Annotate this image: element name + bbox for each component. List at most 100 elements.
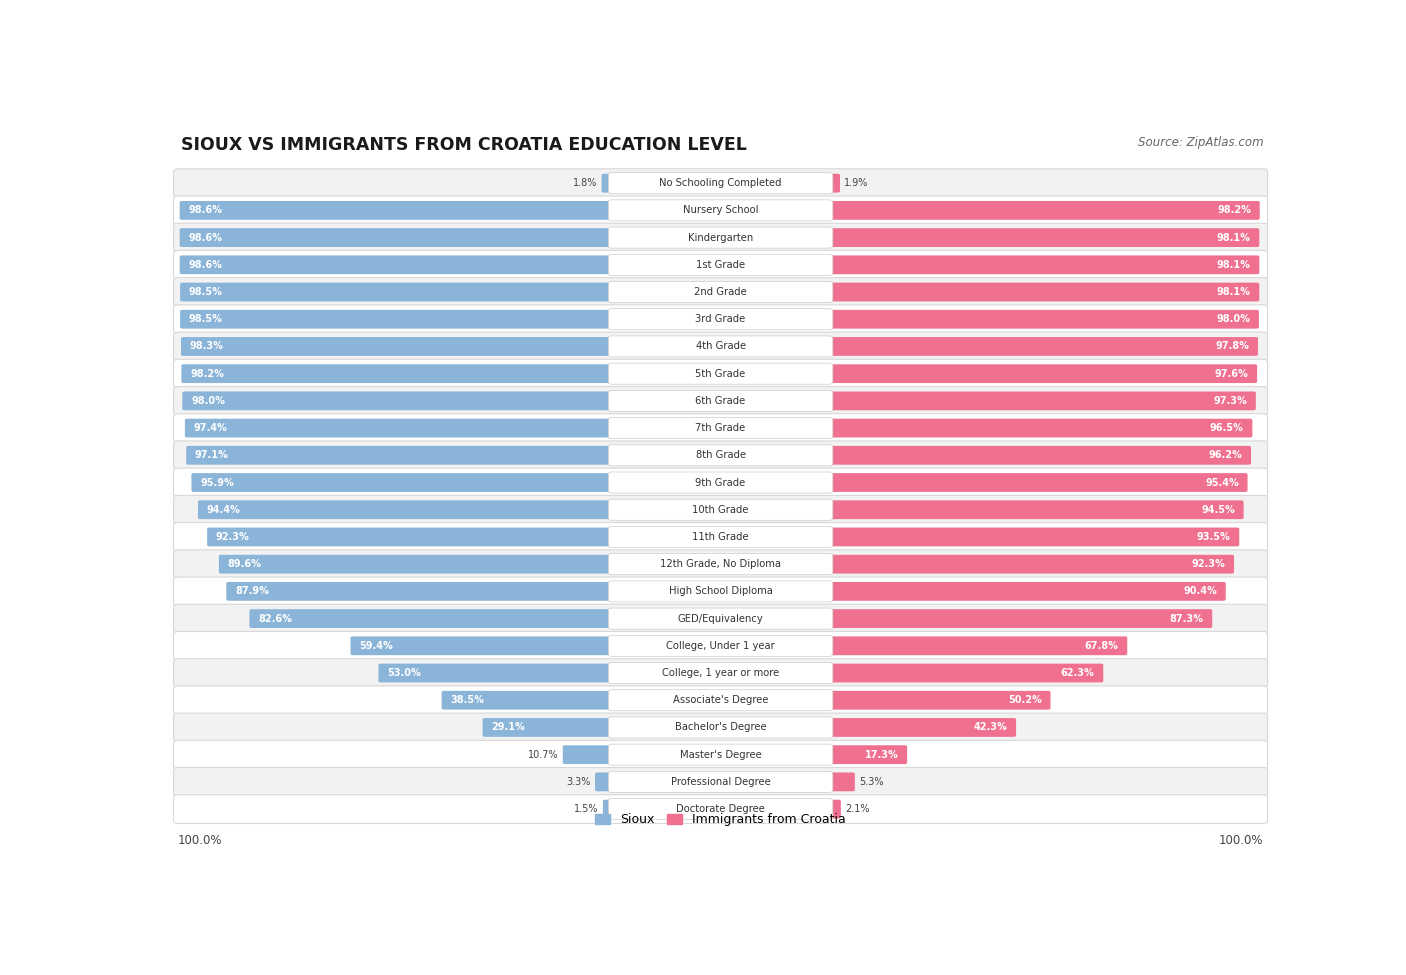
Text: 62.3%: 62.3% [1060, 668, 1094, 678]
Text: 98.1%: 98.1% [1216, 259, 1250, 270]
Text: 50.2%: 50.2% [1008, 695, 1042, 705]
Text: 7th Grade: 7th Grade [696, 423, 745, 433]
Text: Doctorate Degree: Doctorate Degree [676, 804, 765, 814]
Text: 11th Grade: 11th Grade [692, 532, 749, 542]
FancyBboxPatch shape [173, 685, 1268, 715]
Text: 12th Grade, No Diploma: 12th Grade, No Diploma [659, 560, 782, 569]
FancyBboxPatch shape [173, 278, 1268, 306]
FancyBboxPatch shape [181, 337, 614, 356]
Text: 97.3%: 97.3% [1213, 396, 1247, 406]
Text: 8th Grade: 8th Grade [696, 450, 745, 460]
FancyBboxPatch shape [198, 500, 614, 519]
FancyBboxPatch shape [249, 609, 614, 628]
Text: 17.3%: 17.3% [865, 750, 898, 760]
FancyBboxPatch shape [180, 228, 614, 247]
Text: No Schooling Completed: No Schooling Completed [659, 178, 782, 188]
FancyBboxPatch shape [602, 174, 614, 192]
FancyBboxPatch shape [609, 771, 832, 793]
FancyBboxPatch shape [173, 767, 1268, 797]
Text: 97.8%: 97.8% [1215, 341, 1250, 351]
FancyBboxPatch shape [173, 305, 1268, 333]
FancyBboxPatch shape [827, 473, 1247, 492]
FancyBboxPatch shape [609, 799, 832, 820]
FancyBboxPatch shape [173, 604, 1268, 633]
Text: 98.2%: 98.2% [1218, 206, 1251, 215]
FancyBboxPatch shape [173, 740, 1268, 769]
FancyBboxPatch shape [173, 795, 1268, 824]
FancyBboxPatch shape [191, 473, 614, 492]
FancyBboxPatch shape [173, 196, 1268, 224]
Text: 42.3%: 42.3% [973, 722, 1007, 732]
Text: Associate's Degree: Associate's Degree [673, 695, 768, 705]
FancyBboxPatch shape [609, 173, 832, 194]
FancyBboxPatch shape [186, 446, 614, 465]
FancyBboxPatch shape [827, 582, 1226, 601]
Text: 98.2%: 98.2% [190, 369, 224, 378]
FancyBboxPatch shape [827, 555, 1234, 573]
FancyBboxPatch shape [180, 283, 614, 301]
Text: 98.0%: 98.0% [1216, 314, 1250, 325]
Text: Professional Degree: Professional Degree [671, 777, 770, 787]
Text: 97.6%: 97.6% [1215, 369, 1249, 378]
FancyBboxPatch shape [609, 662, 832, 683]
Text: Kindergarten: Kindergarten [688, 233, 754, 243]
FancyBboxPatch shape [609, 472, 832, 493]
FancyBboxPatch shape [827, 527, 1239, 546]
Text: 1st Grade: 1st Grade [696, 259, 745, 270]
Text: High School Diploma: High School Diploma [669, 586, 772, 597]
Legend: Sioux, Immigrants from Croatia: Sioux, Immigrants from Croatia [591, 808, 851, 832]
FancyBboxPatch shape [183, 392, 614, 410]
Text: 53.0%: 53.0% [387, 668, 420, 678]
Text: 98.3%: 98.3% [190, 341, 224, 351]
FancyBboxPatch shape [827, 365, 1257, 383]
Text: 92.3%: 92.3% [217, 532, 250, 542]
Text: 94.4%: 94.4% [207, 505, 240, 515]
FancyBboxPatch shape [609, 200, 832, 221]
FancyBboxPatch shape [181, 365, 614, 383]
FancyBboxPatch shape [827, 800, 841, 818]
FancyBboxPatch shape [350, 637, 614, 655]
Text: 93.5%: 93.5% [1197, 532, 1230, 542]
Text: 1.8%: 1.8% [572, 178, 598, 188]
FancyBboxPatch shape [827, 337, 1258, 356]
FancyBboxPatch shape [609, 390, 832, 411]
FancyBboxPatch shape [173, 441, 1268, 470]
FancyBboxPatch shape [173, 659, 1268, 687]
Text: 5th Grade: 5th Grade [696, 369, 745, 378]
Text: 2.1%: 2.1% [845, 804, 870, 814]
FancyBboxPatch shape [207, 527, 614, 546]
Text: Bachelor's Degree: Bachelor's Degree [675, 722, 766, 732]
FancyBboxPatch shape [827, 609, 1212, 628]
Text: 1.9%: 1.9% [845, 178, 869, 188]
FancyBboxPatch shape [609, 363, 832, 384]
Text: 95.4%: 95.4% [1205, 478, 1239, 488]
Text: 89.6%: 89.6% [228, 560, 262, 569]
FancyBboxPatch shape [609, 499, 832, 521]
Text: 98.0%: 98.0% [191, 396, 225, 406]
Text: GED/Equivalency: GED/Equivalency [678, 613, 763, 624]
FancyBboxPatch shape [173, 577, 1268, 605]
Text: 98.6%: 98.6% [188, 233, 222, 243]
Text: 3rd Grade: 3rd Grade [696, 314, 745, 325]
FancyBboxPatch shape [180, 310, 614, 329]
FancyBboxPatch shape [827, 201, 1260, 219]
FancyBboxPatch shape [173, 223, 1268, 252]
FancyBboxPatch shape [173, 632, 1268, 660]
Text: SIOUX VS IMMIGRANTS FROM CROATIA EDUCATION LEVEL: SIOUX VS IMMIGRANTS FROM CROATIA EDUCATI… [181, 136, 747, 154]
FancyBboxPatch shape [609, 336, 832, 357]
FancyBboxPatch shape [827, 255, 1260, 274]
Text: 98.5%: 98.5% [188, 287, 222, 297]
Text: 97.4%: 97.4% [194, 423, 228, 433]
FancyBboxPatch shape [562, 745, 614, 764]
FancyBboxPatch shape [609, 581, 832, 602]
FancyBboxPatch shape [609, 554, 832, 574]
Text: 29.1%: 29.1% [491, 722, 524, 732]
Text: College, Under 1 year: College, Under 1 year [666, 641, 775, 650]
Text: 90.4%: 90.4% [1184, 586, 1218, 597]
Text: 4th Grade: 4th Grade [696, 341, 745, 351]
FancyBboxPatch shape [827, 637, 1128, 655]
FancyBboxPatch shape [827, 392, 1256, 410]
Text: 96.5%: 96.5% [1209, 423, 1244, 433]
FancyBboxPatch shape [609, 254, 832, 275]
FancyBboxPatch shape [609, 717, 832, 738]
